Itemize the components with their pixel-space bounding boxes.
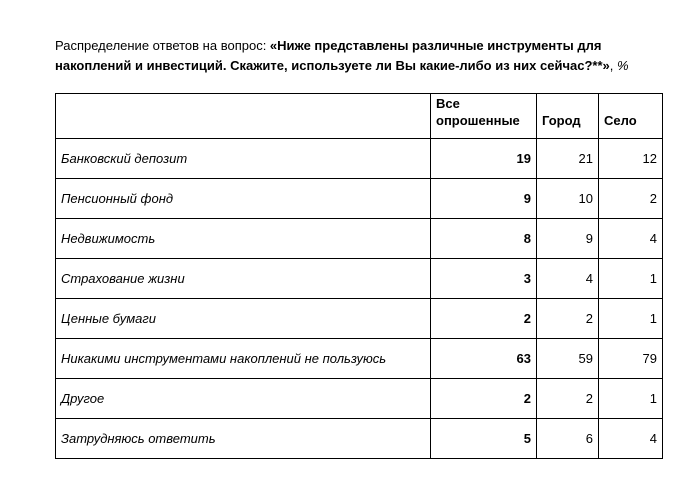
table-header-row: Все опрошенные Город Село — [55, 93, 663, 139]
value-all: 19 — [430, 137, 537, 179]
value-all: 2 — [430, 377, 537, 419]
value-city: 59 — [536, 337, 599, 379]
table-row: Страхование жизни 3 4 1 — [55, 257, 663, 299]
value-village: 1 — [598, 297, 663, 339]
value-village: 1 — [598, 377, 663, 419]
value-all: 3 — [430, 257, 537, 299]
table-row: Недвижимость 8 9 4 — [55, 217, 663, 259]
value-city: 10 — [536, 177, 599, 219]
title-unit: % — [616, 57, 629, 73]
table-row: Затрудняюсь ответить 5 6 4 — [55, 417, 663, 459]
value-all: 9 — [430, 177, 537, 219]
row-label: Никакими инструментами накоплений не пол… — [55, 337, 431, 379]
row-label: Банковский депозит — [55, 137, 431, 179]
table-row: Ценные бумаги 2 2 1 — [55, 297, 663, 339]
value-village: 4 — [598, 217, 663, 259]
row-label: Затрудняюсь ответить — [55, 417, 431, 459]
question-title: Распределение ответов на вопрос: «Ниже п… — [55, 36, 655, 75]
value-city: 4 — [536, 257, 599, 299]
value-all: 8 — [430, 217, 537, 259]
value-village: 1 — [598, 257, 663, 299]
value-all: 2 — [430, 297, 537, 339]
value-village: 4 — [598, 417, 663, 459]
survey-results-table: Все опрошенные Город Село Банковский деп… — [55, 93, 663, 459]
title-question: «Ниже представлены различные инструменты… — [55, 38, 610, 73]
value-city: 2 — [536, 377, 599, 419]
row-label: Страхование жизни — [55, 257, 431, 299]
header-empty-cell — [55, 93, 431, 139]
value-village: 12 — [598, 137, 663, 179]
value-city: 6 — [536, 417, 599, 459]
value-city: 21 — [536, 137, 599, 179]
row-label: Другое — [55, 377, 431, 419]
table-row: Банковский депозит 19 21 12 — [55, 137, 663, 179]
value-city: 9 — [536, 217, 599, 259]
table-row: Другое 2 2 1 — [55, 377, 663, 419]
table-row: Пенсионный фонд 9 10 2 — [55, 177, 663, 219]
value-city: 2 — [536, 297, 599, 339]
value-village: 79 — [598, 337, 663, 379]
row-label: Недвижимость — [55, 217, 431, 259]
value-village: 2 — [598, 177, 663, 219]
value-all: 63 — [430, 337, 537, 379]
header-village: Село — [598, 93, 663, 139]
table-row: Никакими инструментами накоплений не пол… — [55, 337, 663, 379]
title-prefix: Распределение ответов на вопрос: — [55, 38, 270, 53]
row-label: Ценные бумаги — [55, 297, 431, 339]
header-all-respondents: Все опрошенные — [430, 93, 537, 139]
value-all: 5 — [430, 417, 537, 459]
row-label: Пенсионный фонд — [55, 177, 431, 219]
title-comma: , — [609, 57, 617, 73]
header-city: Город — [536, 93, 599, 139]
